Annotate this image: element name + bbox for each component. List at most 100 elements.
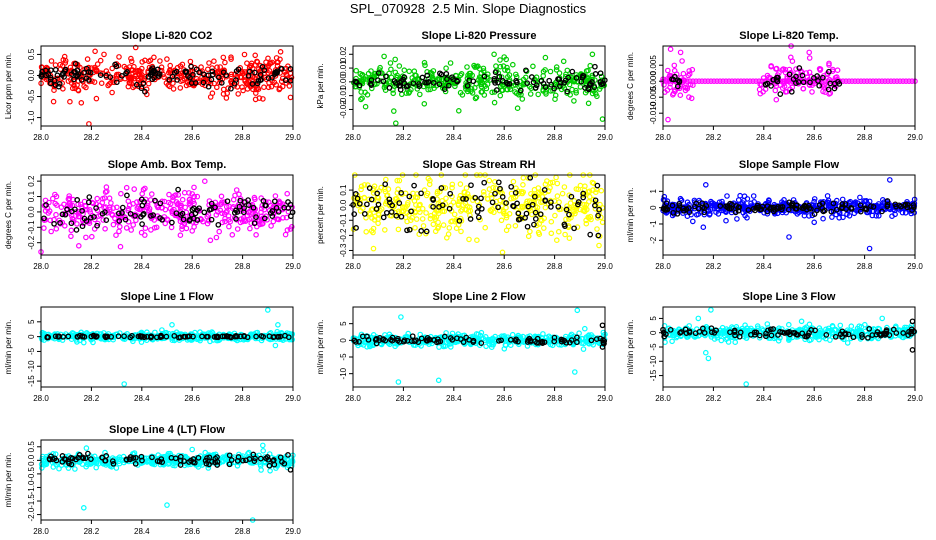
data-point (481, 179, 488, 186)
data-point (278, 65, 285, 72)
data-point (510, 178, 517, 185)
x-tick-label: 28.8 (547, 262, 563, 271)
data-point (68, 220, 75, 227)
data-point (52, 200, 59, 207)
data-point (793, 66, 799, 72)
data-point (56, 80, 63, 87)
data-point (569, 68, 576, 75)
data-point (468, 182, 474, 189)
x-tick-label: 28.2 (84, 394, 100, 403)
x-tick-label: 28.4 (446, 133, 462, 142)
data-point (186, 190, 192, 196)
data-point (59, 63, 66, 69)
data-point (687, 78, 693, 85)
data-point (51, 77, 58, 84)
data-point (84, 56, 91, 62)
data-point (804, 78, 810, 85)
data-point (708, 78, 714, 85)
data-point (215, 74, 222, 81)
data-point (387, 60, 394, 66)
x-tick-label: 28.8 (235, 394, 251, 403)
data-point (490, 184, 496, 191)
data-point (411, 182, 417, 189)
data-point (74, 73, 80, 80)
data-point (223, 95, 230, 101)
data-point (410, 80, 417, 87)
data-point (242, 77, 248, 83)
x-tick-label: 28.4 (756, 133, 772, 142)
data-point (496, 73, 503, 80)
data-point (553, 174, 559, 181)
x-tick-label: 28.0 (33, 133, 49, 142)
x-tick-label: 29.0 (285, 262, 301, 271)
data-point (474, 237, 480, 244)
plot-frame (40, 306, 294, 388)
data-point (272, 203, 279, 210)
data-point (840, 78, 846, 85)
data-point (738, 78, 744, 85)
data-point (523, 210, 530, 217)
data-point (228, 71, 235, 78)
data-point (183, 225, 190, 232)
data-point (119, 204, 126, 211)
data-point (170, 86, 177, 92)
data-point (504, 67, 511, 74)
data-point (520, 175, 527, 181)
data-point (548, 204, 554, 210)
data-point (174, 77, 180, 83)
data-point (497, 57, 503, 63)
data-point (59, 211, 66, 218)
data-point (356, 82, 363, 89)
data-point (191, 205, 197, 212)
data-point (142, 232, 148, 238)
data-point (72, 466, 78, 472)
x-tick-label: 28.0 (345, 262, 361, 271)
data-point (222, 59, 228, 66)
data-point (382, 181, 389, 188)
y-tick-label: 0.005 (649, 55, 658, 76)
data-point (87, 209, 94, 215)
data-point (416, 81, 422, 87)
data-point (168, 224, 175, 231)
x-tick-label: 28.2 (706, 262, 722, 271)
data-point (107, 80, 114, 86)
data-point (271, 198, 278, 205)
data-point (200, 71, 207, 78)
data-point (594, 93, 600, 100)
data-point (507, 86, 514, 93)
data-point (782, 66, 789, 73)
data-point (574, 74, 581, 80)
x-tick-label: 28.4 (756, 394, 772, 403)
data-point (208, 216, 215, 223)
data-point (699, 78, 705, 85)
x-tick-label: 28.8 (857, 262, 873, 271)
data-point (164, 56, 170, 62)
data-point (848, 323, 855, 330)
data-point (800, 85, 807, 92)
data-point (179, 210, 186, 217)
data-point (824, 193, 831, 199)
data-point (177, 85, 184, 91)
y-tick-label: -1.0 (27, 110, 36, 124)
data-point (235, 91, 242, 97)
data-point (166, 199, 172, 206)
data-point (512, 223, 519, 229)
data-point (215, 209, 221, 215)
data-point (909, 347, 916, 353)
data-point (285, 205, 292, 211)
data-point (142, 88, 148, 95)
data-point (478, 89, 485, 95)
data-point (793, 80, 799, 86)
data-point (94, 61, 101, 67)
data-point (566, 235, 573, 242)
data-point (228, 85, 234, 92)
data-point (798, 318, 805, 325)
data-point (741, 78, 747, 85)
data-point (253, 232, 259, 238)
y-tick-label: 0 (649, 205, 658, 210)
data-point (125, 198, 132, 205)
y-tick-label: 0 (27, 334, 36, 339)
page-title: SPL_070928 2.5 Min. Slope Diagnostics (349, 1, 587, 16)
data-point (894, 78, 900, 85)
